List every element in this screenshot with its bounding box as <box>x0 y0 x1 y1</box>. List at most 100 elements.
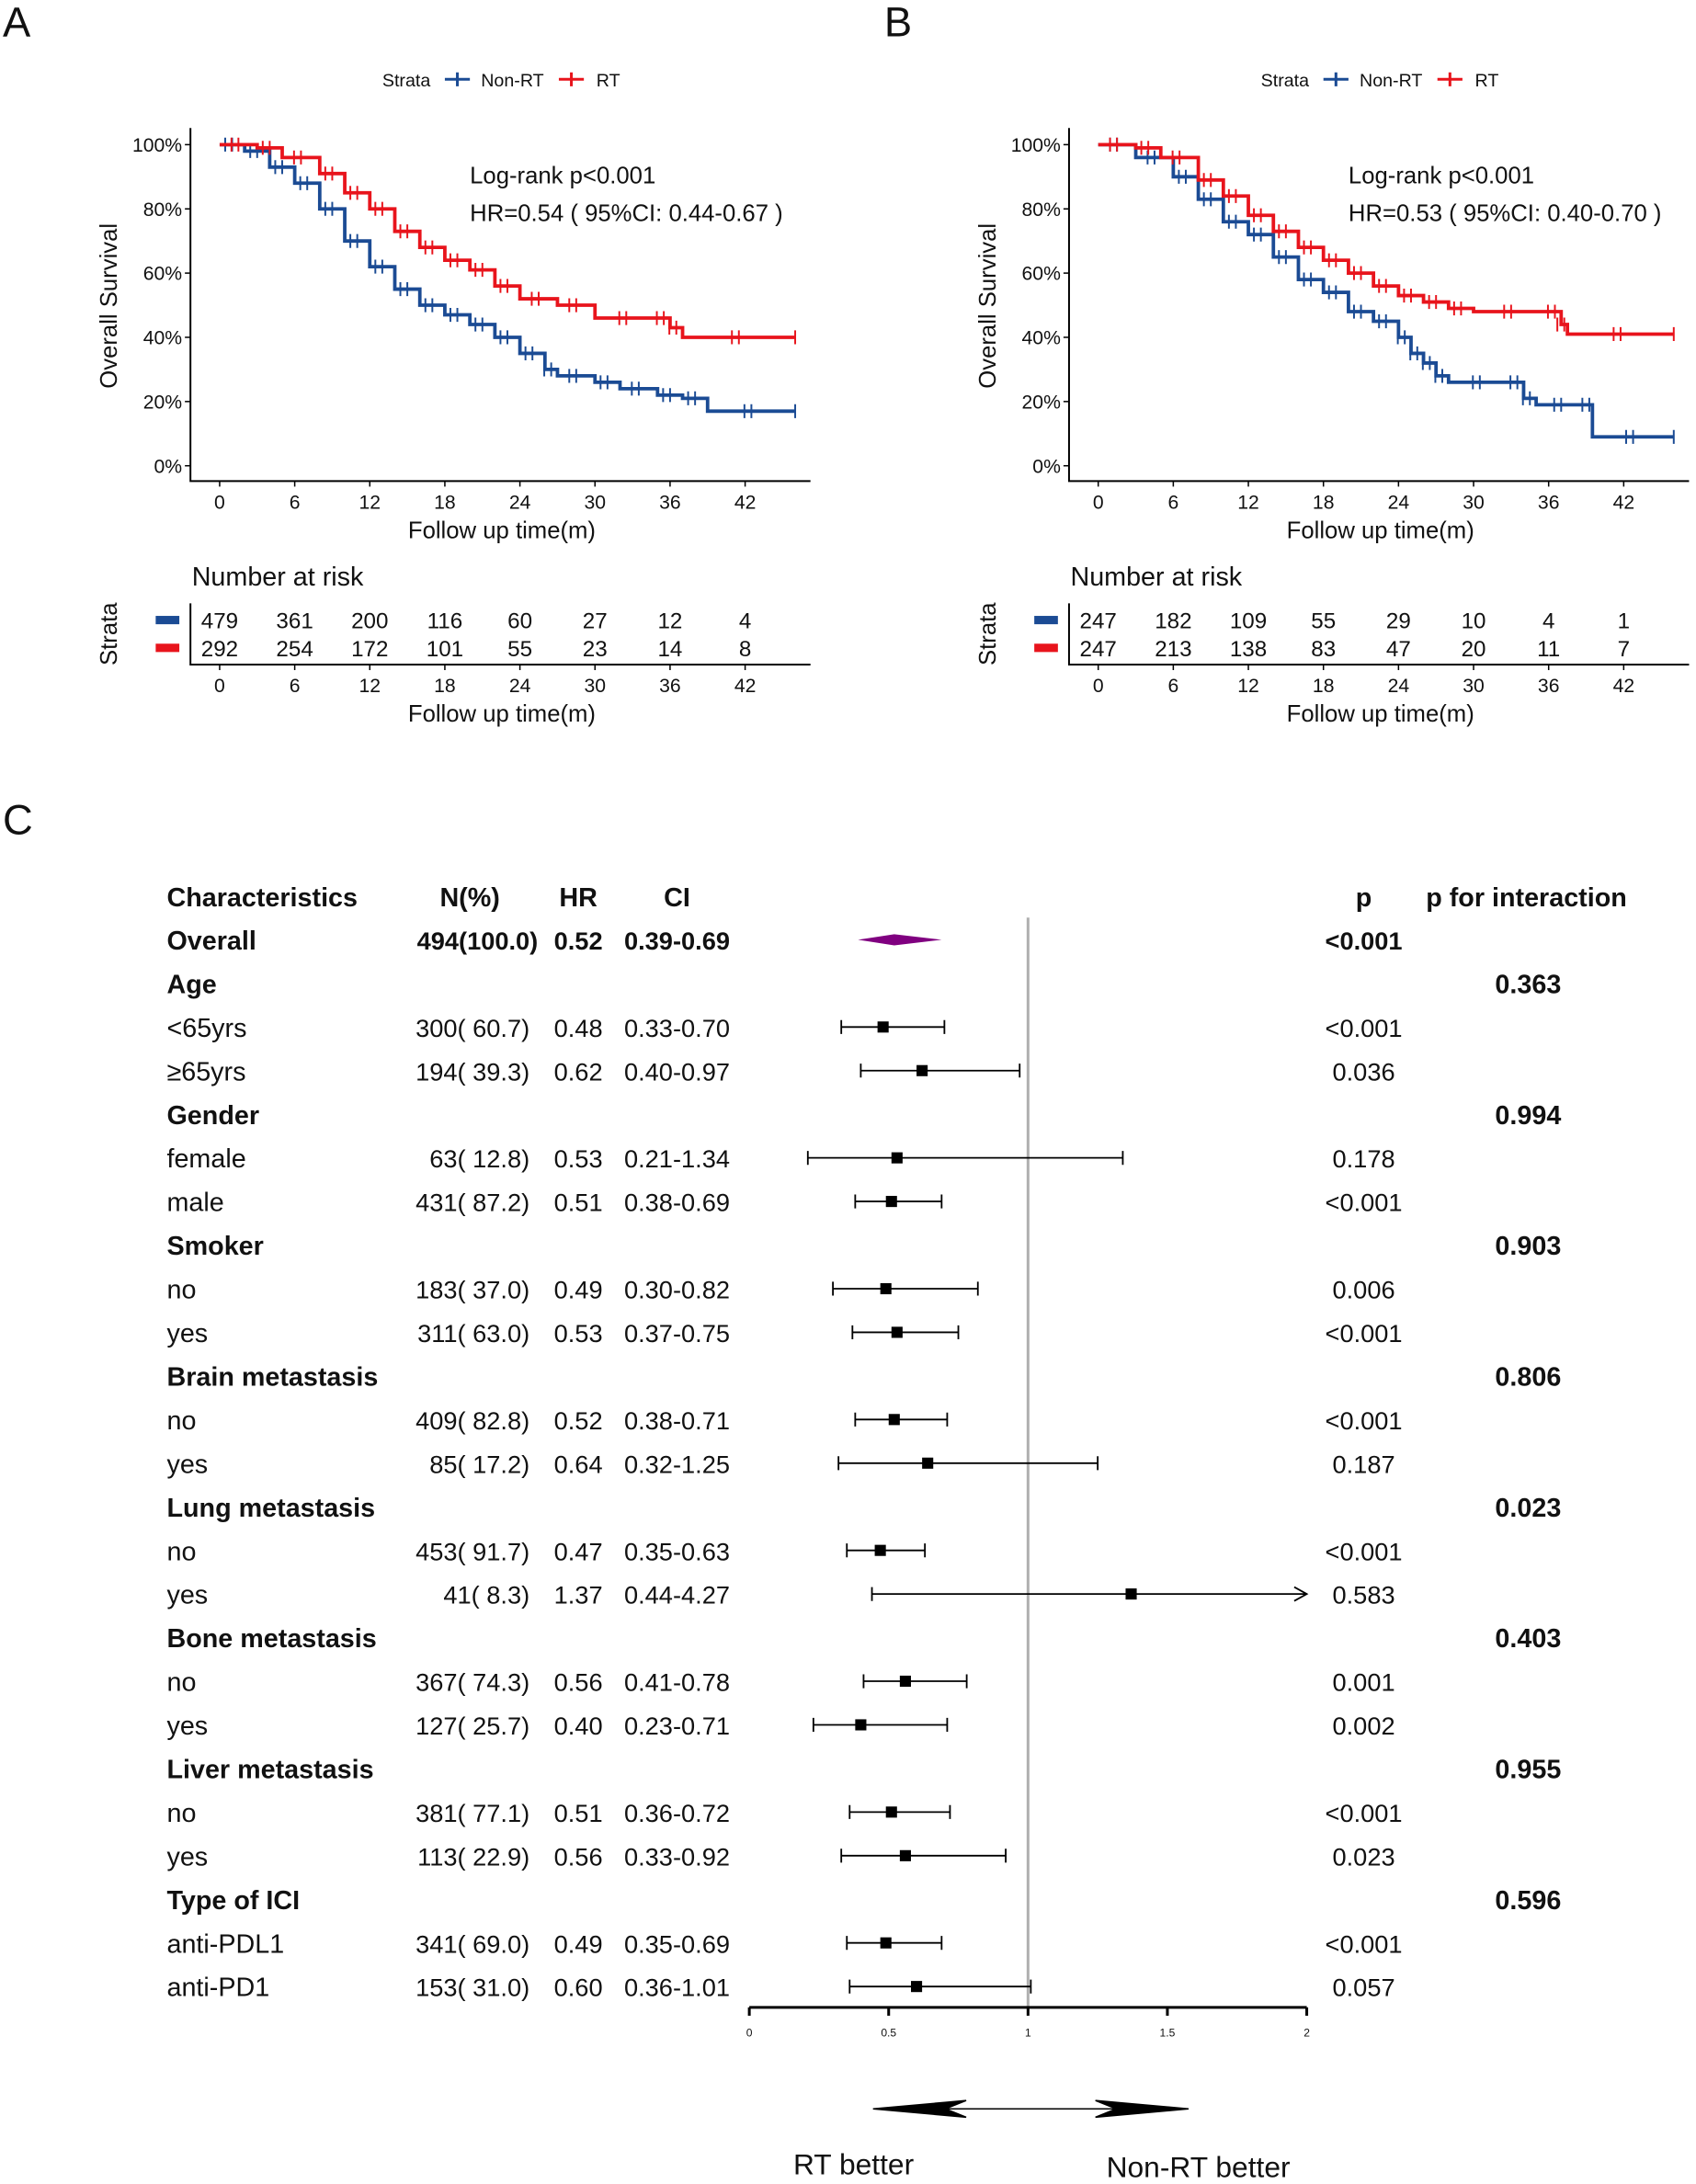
risk-count: 8 <box>739 637 751 662</box>
risk-count: 12 <box>657 609 682 634</box>
row-n: 127( 25.7) <box>415 1712 529 1740</box>
risk-count: 109 <box>1230 609 1267 634</box>
non-rt-better-label: Non-RT better <box>1107 2150 1291 2183</box>
row-label: yes <box>166 1581 208 1610</box>
y-tick-label: 100% <box>132 135 182 156</box>
row-hr: 0.48 <box>554 1014 603 1042</box>
risk-table-xlabel: Follow up time(m) <box>408 701 596 727</box>
row-hr: 0.49 <box>554 1929 603 1958</box>
forest-x-tick-label: 1 <box>1025 2027 1031 2040</box>
hr-point <box>899 1849 911 1861</box>
row-p: 0.023 <box>1332 1842 1394 1871</box>
ci-whisker <box>806 1151 1124 1166</box>
strata-color-icon <box>155 643 180 653</box>
risk-x-tick-label: 12 <box>359 676 381 697</box>
header-hr: HR <box>559 883 598 913</box>
risk-table-axis <box>1067 603 1690 665</box>
row-ci: 0.33-0.70 <box>624 1014 730 1042</box>
row-p: 0.187 <box>1332 1450 1394 1478</box>
row-ci: 0.32-1.25 <box>624 1450 730 1478</box>
row-p: 0.006 <box>1332 1276 1394 1304</box>
risk-count: 47 <box>1386 637 1411 662</box>
row-n: 381( 77.1) <box>415 1799 529 1827</box>
x-tick-label: 30 <box>584 493 606 514</box>
y-tick-label: 20% <box>1022 392 1062 413</box>
km-plot-b: Strata Non-RT RT0%20%40%60%80%100%00661212… <box>975 71 1690 727</box>
panel-label-a: A <box>3 0 31 45</box>
y-tick-label: 0% <box>1032 456 1061 477</box>
row-label: Lung metastasis <box>166 1494 375 1523</box>
risk-count: 254 <box>276 637 313 662</box>
row-hr: 0.49 <box>554 1276 603 1304</box>
ci-whisker <box>851 1325 960 1339</box>
row-ci: 0.37-0.75 <box>624 1319 730 1348</box>
row-hr: 0.51 <box>554 1189 603 1217</box>
risk-count: 138 <box>1230 637 1267 662</box>
row-p-interaction: 0.806 <box>1495 1362 1561 1392</box>
row-label: Liver metastasis <box>166 1756 373 1785</box>
row-ci: 0.21-1.34 <box>624 1144 730 1173</box>
legend-title: Strata <box>1261 71 1309 91</box>
risk-count: 292 <box>201 637 238 662</box>
row-label: no <box>166 1537 196 1566</box>
row-p: <0.001 <box>1326 1189 1403 1217</box>
row-label: Smoker <box>166 1232 263 1261</box>
x-tick-label: 42 <box>1613 493 1635 514</box>
hr-point <box>891 1152 903 1164</box>
row-p-interaction: 0.363 <box>1495 970 1561 999</box>
row-label: Overall <box>166 927 256 956</box>
row-ci: 0.23-0.71 <box>624 1712 730 1740</box>
row-p: 0.057 <box>1332 1974 1394 2002</box>
forest-x-tick-label: 2 <box>1303 2027 1310 2040</box>
row-ci: 0.39-0.69 <box>624 927 730 955</box>
risk-count: 10 <box>1462 609 1486 634</box>
risk-count: 213 <box>1155 637 1191 662</box>
legend-label: Non-RT <box>481 71 543 91</box>
hr-point <box>922 1457 934 1469</box>
panel-label-b: B <box>884 0 912 45</box>
y-tick-label: 40% <box>143 328 183 349</box>
hr-annotation: HR=0.53 ( 95%CI: 0.40-0.70 ) <box>1349 201 1662 227</box>
row-hr: 0.47 <box>554 1537 603 1565</box>
row-p-interaction: 0.596 <box>1495 1886 1561 1916</box>
row-ci: 0.44-4.27 <box>624 1581 730 1610</box>
row-ci: 0.30-0.82 <box>624 1276 730 1304</box>
legend-key-icon <box>558 72 585 86</box>
row-hr: 0.62 <box>554 1057 603 1086</box>
row-n: 113( 22.9) <box>417 1842 529 1871</box>
row-n: 63( 12.8) <box>429 1144 529 1173</box>
header-pint: p for interaction <box>1426 883 1627 913</box>
risk-x-tick-label: 18 <box>1313 676 1335 697</box>
x-tick-label: 6 <box>290 493 301 514</box>
hr-point <box>880 1282 892 1295</box>
row-label: no <box>166 1799 196 1828</box>
row-label: Type of ICI <box>166 1886 300 1916</box>
risk-count: 116 <box>427 609 463 634</box>
risk-count: 23 <box>583 637 608 662</box>
risk-x-tick-label: 24 <box>1388 676 1410 697</box>
risk-count: 29 <box>1386 609 1411 634</box>
row-label: yes <box>166 1842 208 1871</box>
legend-label: Non-RT <box>1360 71 1422 91</box>
row-label: Gender <box>166 1101 259 1131</box>
row-n: 300( 60.7) <box>415 1014 529 1042</box>
x-tick-label: 18 <box>434 493 456 514</box>
row-p: 0.583 <box>1332 1581 1394 1610</box>
y-tick-label: 40% <box>1022 328 1062 349</box>
forest-x-tick-label: 1.5 <box>1160 2027 1176 2040</box>
risk-count: 20 <box>1462 637 1486 662</box>
y-axis-label: Overall Survival <box>97 223 122 389</box>
strata-color-icon <box>155 616 180 625</box>
risk-count: 7 <box>1618 637 1630 662</box>
x-tick-label: 12 <box>1237 493 1259 514</box>
row-hr: 0.56 <box>554 1668 603 1697</box>
hr-point <box>1125 1588 1137 1600</box>
row-p: <0.001 <box>1326 1537 1403 1565</box>
x-tick-label: 24 <box>1388 493 1410 514</box>
hr-point <box>855 1719 867 1731</box>
hr-point <box>877 1021 889 1033</box>
row-n: 311( 63.0) <box>417 1319 529 1348</box>
row-ci: 0.41-0.78 <box>624 1668 730 1697</box>
ci-whisker <box>832 1281 979 1296</box>
row-p: 0.001 <box>1332 1668 1394 1697</box>
